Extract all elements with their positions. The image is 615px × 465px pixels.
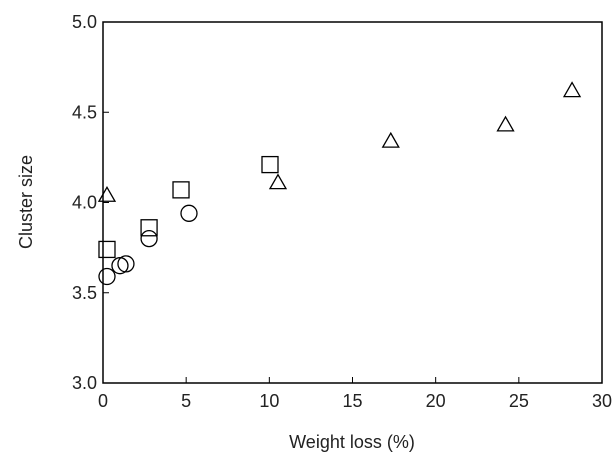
triangle-marker	[97, 185, 117, 202]
triangle-marker	[496, 115, 515, 132]
x-axis-label: Weight loss (%)	[289, 432, 415, 452]
x-tick-label: 15	[342, 391, 362, 411]
y-tick-label: 3.5	[72, 283, 97, 303]
square-marker	[140, 219, 158, 237]
plot-frame	[102, 21, 603, 384]
circle-marker	[140, 229, 158, 248]
square-marker	[261, 155, 279, 174]
x-tick-label: 0	[98, 391, 108, 411]
x-tick-label: 10	[259, 391, 279, 411]
y-tick-label: 3.0	[72, 373, 97, 393]
y-tick-label: 4.0	[72, 193, 97, 213]
y-tick-label: 5.0	[72, 12, 97, 32]
y-axis-label: Cluster size	[16, 155, 36, 249]
triangle-marker	[268, 173, 288, 190]
square-marker	[98, 240, 116, 259]
circle-marker	[180, 204, 198, 222]
x-tick-label: 20	[426, 391, 446, 411]
circle-marker	[98, 267, 116, 286]
y-tick-label: 4.5	[72, 102, 97, 122]
x-tick-label: 5	[181, 391, 191, 411]
triangle-marker	[381, 131, 400, 148]
triangle-marker	[562, 81, 582, 98]
circle-marker	[117, 255, 135, 273]
square-marker	[172, 181, 190, 199]
x-tick-label: 25	[509, 391, 529, 411]
x-tick-label: 30	[592, 391, 612, 411]
